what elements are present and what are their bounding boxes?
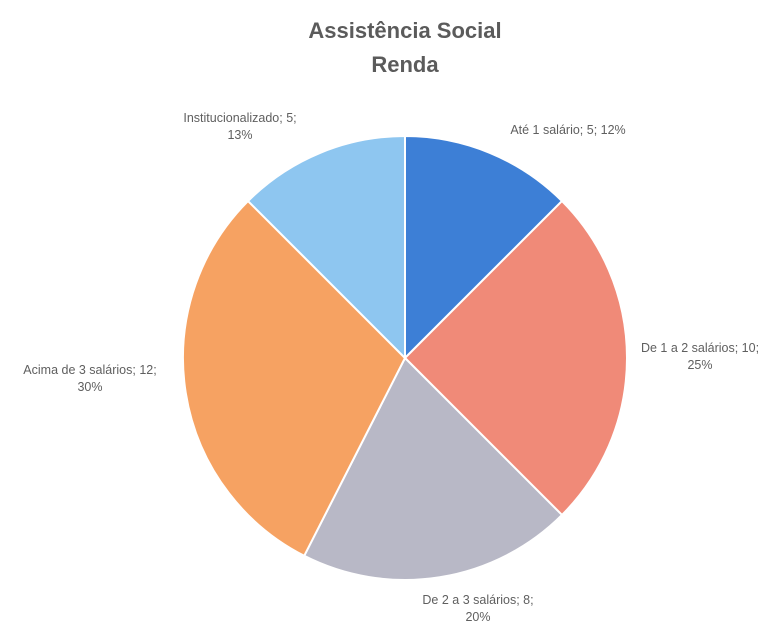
pie-slice-de-2-a-3-sal-rios [302, 356, 564, 581]
pie-slices [182, 134, 628, 581]
pie-labels: Até 1 salário; 5; 12% De 1 a 2 salários; … [23, 111, 759, 623]
data-label: De 2 a 3 salários; 8; 20% [422, 593, 533, 623]
chart-subtitle: Renda [371, 52, 439, 77]
data-label: Até 1 salário; 5; 12% [510, 123, 625, 137]
chart-title: Assistência Social [308, 18, 501, 43]
pie-slice-de-1-a-2-sal-rios [403, 199, 628, 517]
pie-slice-acima-de-3-sal-rios [182, 199, 407, 558]
data-label: De 1 a 2 salários; 10; 25% [641, 341, 759, 372]
pie-slice-institucionalizado [246, 134, 406, 361]
data-label: Institucionalizado; 5; 13% [183, 111, 296, 142]
data-label: Acima de 3 salários; 12; 30% [23, 363, 156, 394]
pie-slice-at-1-sal-rio [404, 134, 564, 361]
